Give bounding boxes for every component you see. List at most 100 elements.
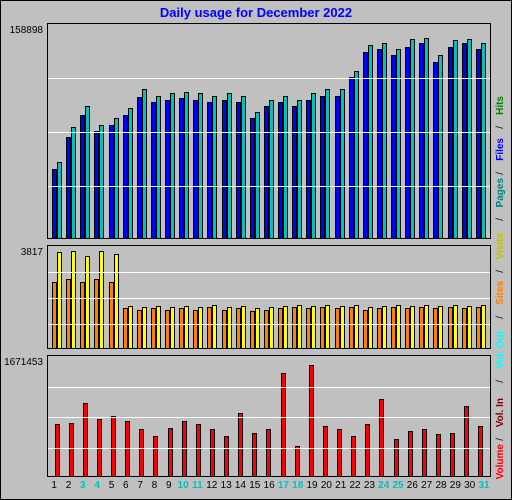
legend-files: Files [495, 138, 506, 161]
day-slot [304, 354, 318, 476]
hits-bar [297, 100, 302, 238]
day-slot [375, 244, 389, 348]
day-slot [205, 22, 219, 238]
day-slot [177, 22, 191, 238]
day-slot [333, 354, 347, 476]
panel-volume [47, 355, 491, 477]
day-slot [474, 244, 488, 348]
day-slot [375, 354, 389, 476]
chart-title: Daily usage for December 2022 [1, 5, 511, 20]
day-slot [431, 22, 445, 238]
volume-bar [125, 421, 130, 476]
x-tick: 2 [61, 480, 75, 491]
day-slot [92, 244, 106, 348]
day-slot [417, 354, 431, 476]
visits-bar [368, 307, 373, 348]
day-slot [417, 244, 431, 348]
volume-bar [69, 423, 74, 476]
x-tick: 17 [276, 480, 290, 491]
hits-bar [71, 127, 76, 238]
day-slot [446, 22, 460, 238]
visits-bar [184, 306, 189, 348]
visits-bar [311, 306, 316, 348]
day-slot [220, 22, 234, 238]
volume-bar [323, 426, 328, 476]
chart-frame: Daily usage for December 2022 158898 381… [0, 0, 512, 500]
legend-visits: Visits [495, 233, 506, 260]
x-tick: 9 [162, 480, 176, 491]
visits-bar [325, 305, 330, 348]
visits-bar [481, 305, 486, 348]
hits-bar [354, 71, 359, 238]
day-slot [121, 354, 135, 476]
day-slot [121, 244, 135, 348]
day-slot [220, 244, 234, 348]
x-tick: 14 [233, 480, 247, 491]
visits-bar [297, 305, 302, 348]
volume-bar [337, 429, 342, 476]
visits-bar [142, 307, 147, 348]
day-slot [64, 22, 78, 238]
hits-bar [453, 40, 458, 238]
x-tick: 13 [219, 480, 233, 491]
x-tick: 29 [448, 480, 462, 491]
visits-bar [438, 306, 443, 348]
volume-bar [111, 416, 116, 476]
day-slot [107, 244, 121, 348]
hits-bar [382, 43, 387, 238]
visits-bar [396, 305, 401, 348]
visits-bar [71, 251, 76, 348]
volume-bar [281, 373, 286, 476]
day-slot [389, 22, 403, 238]
day-slot [361, 244, 375, 348]
hits-bar [467, 39, 472, 238]
panel-visits-sites [47, 245, 491, 349]
visits-bar [283, 306, 288, 348]
hits-bar [99, 125, 104, 238]
day-slot [205, 354, 219, 476]
day-slot [290, 22, 304, 238]
x-tick: 25 [391, 480, 405, 491]
legend-sep: / [495, 316, 506, 319]
day-slot [361, 22, 375, 238]
visits-bar [269, 307, 274, 348]
day-slot [107, 22, 121, 238]
day-slot [191, 22, 205, 238]
visits-bar [255, 308, 260, 348]
volume-bar [450, 433, 455, 476]
hits-bar [198, 93, 203, 238]
day-slot [318, 22, 332, 238]
visits-bar [227, 307, 232, 348]
legend-sep: / [495, 438, 506, 441]
volume-bar [365, 424, 370, 476]
hits-bar [325, 89, 330, 238]
x-tick: 3 [76, 480, 90, 491]
legend-pages: Pages [495, 178, 506, 207]
x-tick: 21 [334, 480, 348, 491]
visits-bar [85, 256, 90, 348]
day-slot [474, 354, 488, 476]
hits-bar [438, 55, 443, 238]
visits-bar [467, 306, 472, 348]
day-slot [431, 354, 445, 476]
volume-bar [168, 428, 173, 476]
volume-bar [478, 426, 483, 476]
day-slot [149, 244, 163, 348]
day-slot [234, 244, 248, 348]
hits-bar [85, 106, 90, 238]
visits-bar [114, 254, 119, 348]
hits-bar [142, 89, 147, 238]
day-slot [375, 22, 389, 238]
day-slot [403, 22, 417, 238]
day-slot [248, 244, 262, 348]
day-slot [78, 22, 92, 238]
day-slot [163, 22, 177, 238]
x-tick: 1 [47, 480, 61, 491]
day-slot [191, 354, 205, 476]
hits-bar [340, 89, 345, 238]
hits-bar [57, 162, 62, 238]
day-slot [121, 22, 135, 238]
visits-bar [241, 306, 246, 348]
panel-hits-files [47, 23, 491, 239]
visits-bar [156, 306, 161, 348]
